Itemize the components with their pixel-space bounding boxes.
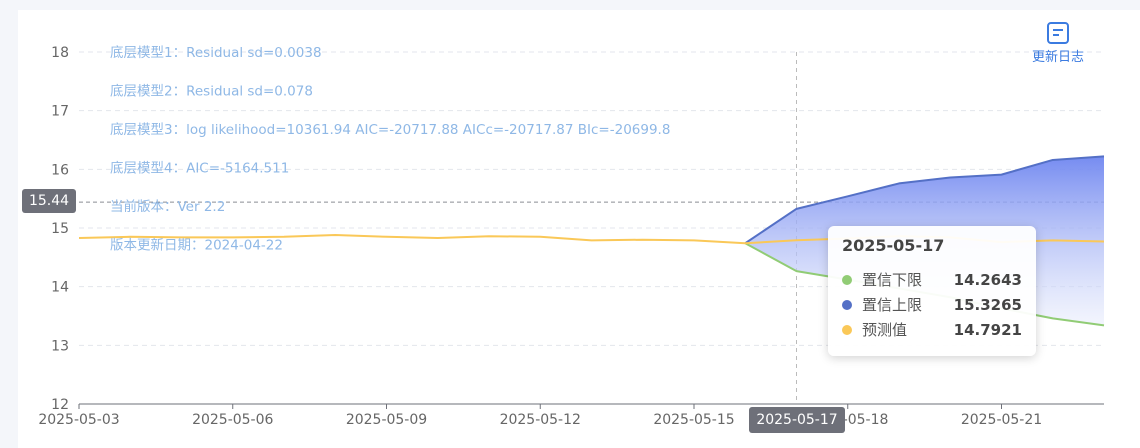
- legend-dot-icon: [842, 324, 852, 335]
- x-tick-label: 2025-05-12: [500, 412, 581, 428]
- x-tick-label: 2025-05-03: [38, 412, 119, 428]
- legend-dot-icon: [842, 274, 852, 285]
- y-tick-label: 13: [51, 338, 69, 354]
- legend-dot-icon: [842, 299, 852, 310]
- tooltip-row-name: 置信上限: [862, 296, 923, 314]
- changelog-button[interactable]: 更新日志: [1026, 22, 1090, 65]
- x-tick-label: 2025-05-09: [346, 412, 427, 428]
- crosshair-y-label: 15.44: [22, 189, 76, 213]
- y-tick-label: 15: [51, 221, 69, 237]
- y-tick-label: 12: [51, 397, 69, 413]
- tooltip-row-name: 预测值: [862, 321, 908, 339]
- y-tick-label: 16: [51, 162, 69, 178]
- tooltip-row: 预测值 14.7921: [842, 317, 1022, 342]
- x-tick-label: 2025-05-15: [653, 412, 734, 428]
- tooltip-row: 置信上限 15.3265: [842, 292, 1022, 317]
- model-annotation: 当前版本：Ver 2.2: [110, 198, 225, 215]
- x-tick-label: 2025-05-21: [961, 412, 1042, 428]
- tooltip-title: 2025-05-17: [842, 236, 945, 255]
- tooltip-row-value: 14.2643: [953, 270, 1022, 289]
- model-annotation: 版本更新日期：2024-04-22: [110, 238, 283, 254]
- changelog-label: 更新日志: [1031, 50, 1084, 65]
- tooltip-row-name: 置信下限: [862, 271, 923, 289]
- y-tick-label: 17: [51, 104, 69, 120]
- y-tick-label: 14: [51, 280, 69, 296]
- model-annotation: 底层模型2：Residual sd=0.078: [110, 84, 313, 100]
- document-icon: [1047, 22, 1069, 44]
- tooltip-row-value: 15.3265: [953, 295, 1022, 314]
- tooltip-row: 置信下限 14.2643: [842, 267, 1022, 292]
- y-tick-label: 18: [51, 45, 69, 61]
- model-annotation: 底层模型1：Residual sd=0.0038: [110, 45, 322, 61]
- x-tick-label: 2025-05-06: [192, 412, 273, 428]
- model-annotation: 底层模型4：AIC=-5164.511: [110, 161, 289, 177]
- series-line-1: [744, 155, 1105, 245]
- model-annotation: 底层模型3：log likelihood=10361.94 AIC=-20717…: [110, 122, 670, 138]
- tooltip-row-value: 14.7921: [953, 320, 1022, 339]
- tooltip: 2025-05-17 置信下限 14.2643 置信上限 15.3265 预测值…: [828, 226, 1036, 356]
- crosshair-x-label: 2025-05-17: [749, 407, 845, 433]
